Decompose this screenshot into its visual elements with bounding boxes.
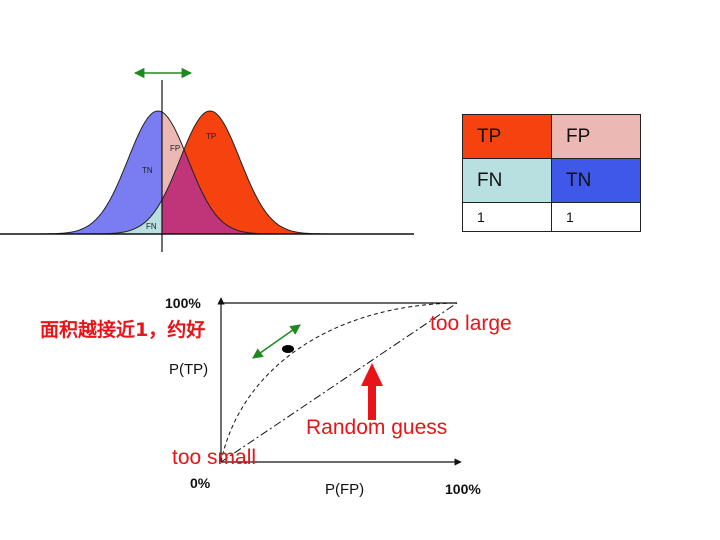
table-row: FN TN	[462, 158, 641, 203]
table-row: TP FP	[462, 114, 641, 159]
too-large-annotation: too large	[430, 312, 512, 335]
tn-area	[40, 111, 162, 234]
roc-y-top-label: 100%	[165, 295, 201, 311]
fn-cell: FN	[462, 158, 552, 203]
tp-cell: TP	[462, 114, 552, 159]
operating-point-arrow-icon	[252, 324, 301, 359]
fn-label: FN	[146, 222, 157, 231]
fn-area	[40, 199, 162, 234]
distribution-plot: TN FP TP FN	[0, 67, 414, 252]
tp-label: TP	[206, 132, 216, 141]
random-guess-arrow-icon	[361, 363, 383, 420]
too-small-annotation: too small	[172, 446, 256, 469]
area-annotation: 面积越接近1，约好	[40, 318, 205, 341]
fp-label: FP	[170, 144, 180, 153]
tn-cell: TN	[551, 158, 641, 203]
operating-point	[282, 345, 294, 353]
value-cell: 1	[551, 202, 641, 232]
roc-origin-label: 0%	[190, 475, 211, 491]
roc-y-axis-label: P(TP)	[169, 361, 208, 378]
value-cell: 1	[462, 202, 552, 232]
roc-x-right-label: 100%	[445, 481, 481, 497]
fp-cell: FP	[551, 114, 641, 159]
confusion-matrix-table: TP FP FN TN 1 1	[462, 114, 641, 232]
overlap-area	[162, 149, 330, 234]
roc-x-axis-label: P(FP)	[325, 481, 364, 498]
table-row: 1 1	[462, 202, 641, 232]
tn-label: TN	[142, 166, 153, 175]
random-guess-annotation: Random guess	[306, 416, 447, 439]
roc-diagram: 100% P(TP) 0% P(FP) 100% 面积越接近1，约好 too l…	[40, 295, 512, 498]
